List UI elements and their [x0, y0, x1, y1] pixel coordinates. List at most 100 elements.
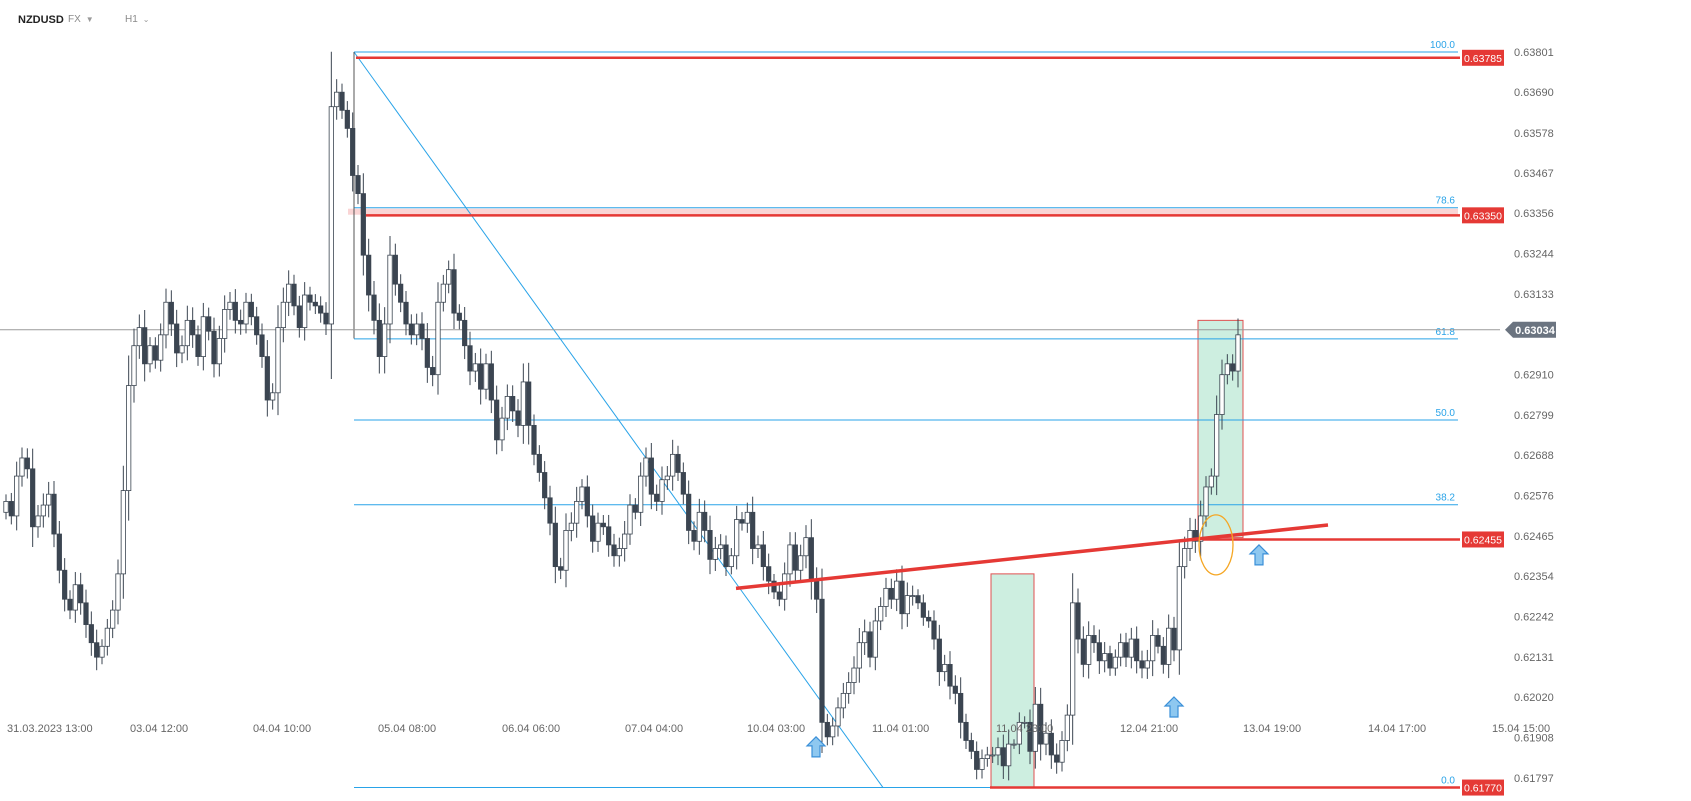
candle — [440, 274, 446, 312]
candle-body — [371, 294, 377, 321]
candle — [835, 697, 841, 737]
candle-body — [174, 323, 180, 354]
candle — [1000, 734, 1006, 779]
candle — [307, 286, 313, 311]
time-axis[interactable]: 31.03.2023 13:00 03.04 12:00 04.04 10:00 05… — [7, 723, 1550, 735]
candle-body — [8, 501, 14, 517]
candle — [115, 559, 121, 625]
candle-body — [611, 544, 617, 557]
candle-body — [654, 493, 660, 502]
candle — [862, 619, 868, 655]
price-tick-label: 0.61797 — [1514, 773, 1554, 785]
candle-body — [83, 602, 89, 625]
market-label: FX — [68, 14, 81, 25]
candle — [766, 553, 772, 595]
time-tick-label: 14.04 17:00 — [1368, 723, 1426, 735]
candle — [382, 307, 388, 374]
candle — [616, 537, 622, 567]
candle-body — [531, 424, 537, 455]
candle-body — [675, 453, 681, 473]
symbol-label[interactable]: NZDUSD — [18, 14, 64, 26]
candle — [1176, 541, 1182, 675]
trendline — [735, 523, 1329, 591]
candle — [643, 447, 649, 487]
candle-body — [963, 721, 969, 741]
candle — [995, 737, 1001, 766]
candle — [1064, 704, 1070, 752]
candle-body — [728, 555, 734, 568]
candle-body — [702, 511, 708, 531]
candle — [755, 535, 761, 558]
candle-body — [803, 537, 809, 557]
time-tick-label: 11.04 23:00 — [996, 723, 1053, 735]
candle — [803, 525, 809, 569]
candle-body — [355, 175, 361, 195]
candle — [1192, 518, 1198, 553]
candle-body — [558, 566, 564, 571]
candle — [872, 607, 878, 671]
candle — [72, 572, 78, 623]
candle — [579, 479, 585, 510]
candle-body — [1208, 475, 1214, 488]
candle-body — [1107, 653, 1113, 669]
candle — [1118, 633, 1124, 667]
candle-body — [819, 598, 825, 723]
price-axis[interactable]: 0.63801 0.63690 0.63578 0.63467 0.63356 0.632… — [1462, 47, 1556, 801]
candle — [1144, 649, 1150, 679]
candle-body — [1064, 714, 1070, 741]
candle — [1075, 588, 1081, 654]
candle — [483, 353, 489, 400]
candle — [318, 296, 324, 323]
candle — [1102, 642, 1108, 673]
candle-body — [510, 396, 516, 412]
price-tick-label: 0.63690 — [1514, 87, 1554, 99]
candle — [248, 293, 254, 326]
price-tick-label: 0.62020 — [1514, 692, 1554, 704]
candle-body — [878, 606, 884, 622]
candle — [462, 306, 468, 360]
candle — [323, 302, 329, 335]
candle — [590, 504, 596, 553]
candle — [1054, 743, 1060, 774]
candle — [222, 295, 228, 353]
candle-body — [1144, 660, 1150, 669]
candle-body — [168, 301, 174, 325]
candle-body — [1080, 638, 1086, 665]
candle-body — [275, 327, 281, 394]
candle — [824, 713, 830, 746]
market-selector[interactable]: FX ▼ — [68, 14, 94, 25]
candle-body — [542, 472, 548, 499]
candle-body — [910, 595, 916, 598]
price-tick-label: 0.63801 — [1514, 47, 1554, 59]
chart-header: NZDUSD FX ▼ H1 ⌄ — [0, 0, 1691, 38]
candle — [915, 589, 921, 610]
candle-body — [94, 642, 100, 658]
candle — [654, 484, 660, 512]
fib-level-label: 50.0 — [1436, 408, 1456, 419]
candle — [707, 515, 713, 575]
candle — [478, 348, 484, 405]
candle-body — [286, 283, 292, 303]
candle-body — [1102, 653, 1108, 662]
candle-body — [1022, 721, 1028, 724]
candle — [334, 79, 340, 120]
candle — [1155, 628, 1161, 654]
candle — [179, 335, 185, 364]
candle — [35, 504, 41, 538]
candle-body — [792, 544, 798, 571]
candle — [1219, 359, 1225, 430]
timeframe-selector[interactable]: H1 ⌄ — [125, 14, 150, 25]
candle — [787, 532, 793, 587]
candle — [1112, 649, 1118, 676]
candle-body — [723, 544, 729, 568]
up-arrow-icon — [1248, 544, 1270, 566]
candle — [158, 323, 164, 372]
candle — [659, 466, 665, 515]
candle-body — [904, 595, 910, 615]
candle — [446, 260, 452, 294]
candle-body — [1032, 703, 1038, 752]
candle-body — [1192, 530, 1198, 542]
candle-body — [712, 548, 718, 560]
candle — [851, 656, 857, 695]
